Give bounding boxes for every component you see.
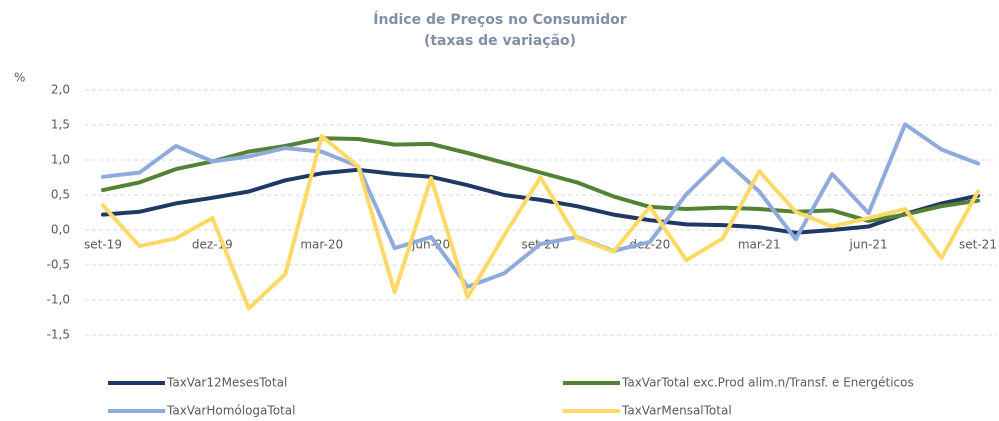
series-line <box>101 136 980 223</box>
x-tick-label: mar-21 <box>738 238 781 252</box>
series-line <box>101 167 980 235</box>
y-tick-label: 1,5 <box>51 118 70 132</box>
chart-title: (taxas de variação) <box>424 33 576 49</box>
legend-label: TaxVarTotal exc.Prod alim.n/Transf. e En… <box>621 376 914 390</box>
series-line <box>101 122 980 289</box>
x-tick-label: mar-20 <box>300 238 343 252</box>
x-tick-label: set-19 <box>84 238 122 252</box>
legend-label: TaxVarHomólogaTotal <box>166 404 295 418</box>
y-tick-label: -1,0 <box>47 293 70 307</box>
y-tick-label: -1,5 <box>47 328 70 342</box>
y-tick-label: 0,5 <box>51 188 70 202</box>
x-tick-label: jun-21 <box>849 238 888 252</box>
y-axis-label: % <box>14 71 25 85</box>
x-tick-label: dez-20 <box>629 238 670 252</box>
x-tick-label: set-21 <box>959 238 997 252</box>
y-tick-label: 1,0 <box>51 153 70 167</box>
series-line <box>101 134 980 311</box>
y-tick-label: 0,0 <box>51 223 70 237</box>
legend-label: TaxVar12MesesTotal <box>166 376 287 390</box>
y-tick-label: 2,0 <box>51 83 70 97</box>
legend-label: TaxVarMensalTotal <box>621 404 732 418</box>
y-tick-label: -0,5 <box>47 258 70 272</box>
chart-title: Índice de Preços no Consumidor <box>373 11 626 28</box>
